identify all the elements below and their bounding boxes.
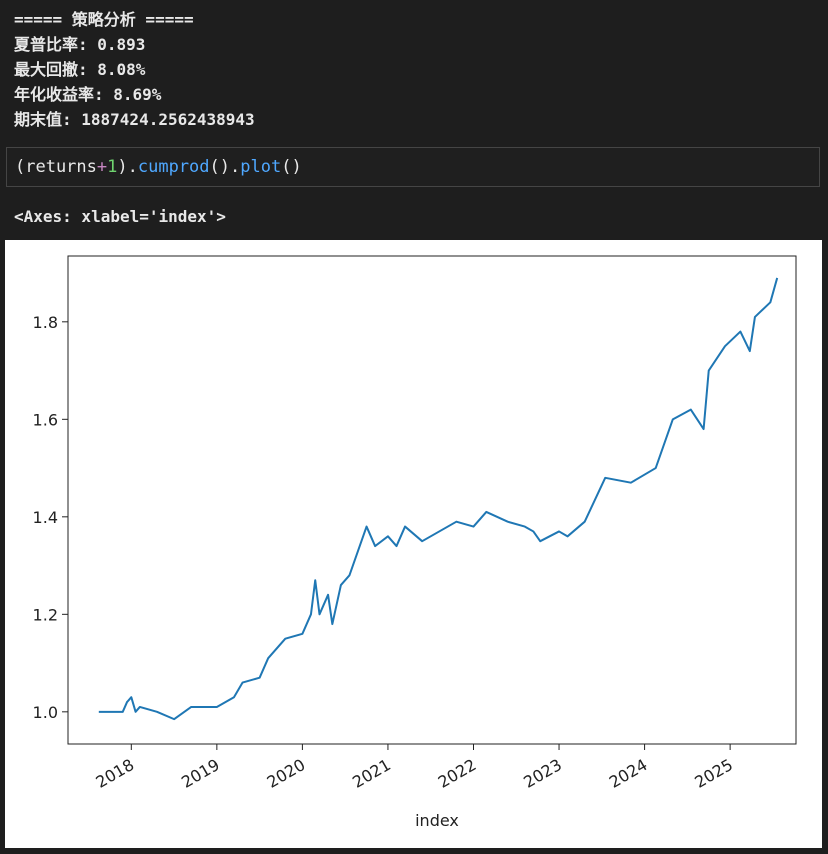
code-token: ().	[209, 157, 241, 177]
y-tick-label: 1.4	[33, 508, 58, 527]
code-token: ()	[281, 157, 302, 177]
line-series	[98, 277, 779, 721]
output-line: 最大回撤: 8.08%	[14, 60, 146, 79]
code-token: ).	[117, 157, 138, 177]
y-tick-label: 1.6	[33, 410, 58, 429]
code-token: cumprod	[137, 157, 210, 177]
axes-frame	[67, 255, 797, 745]
code-token: 1	[107, 157, 118, 177]
code-token: +	[96, 157, 108, 177]
result-repr: <Axes: xlabel='index'>	[14, 207, 226, 226]
output-line: 年化收益率: 8.69%	[14, 85, 162, 104]
output-line: ===== 策略分析 =====	[14, 10, 194, 29]
y-tick-label: 1.0	[33, 703, 58, 722]
x-axis-label: index	[415, 811, 459, 830]
y-tick-label: 1.2	[33, 605, 58, 624]
code-cell[interactable]: (returns+1).cumprod().plot()	[6, 147, 820, 187]
output-line: 期末值: 1887424.2562438943	[14, 110, 255, 129]
y-tick-label: 1.8	[33, 313, 58, 332]
code-token: plot	[240, 157, 282, 177]
code-token: (returns	[15, 157, 97, 177]
figure-bg	[5, 240, 822, 848]
output-line: 夏普比率: 0.893	[14, 35, 146, 54]
